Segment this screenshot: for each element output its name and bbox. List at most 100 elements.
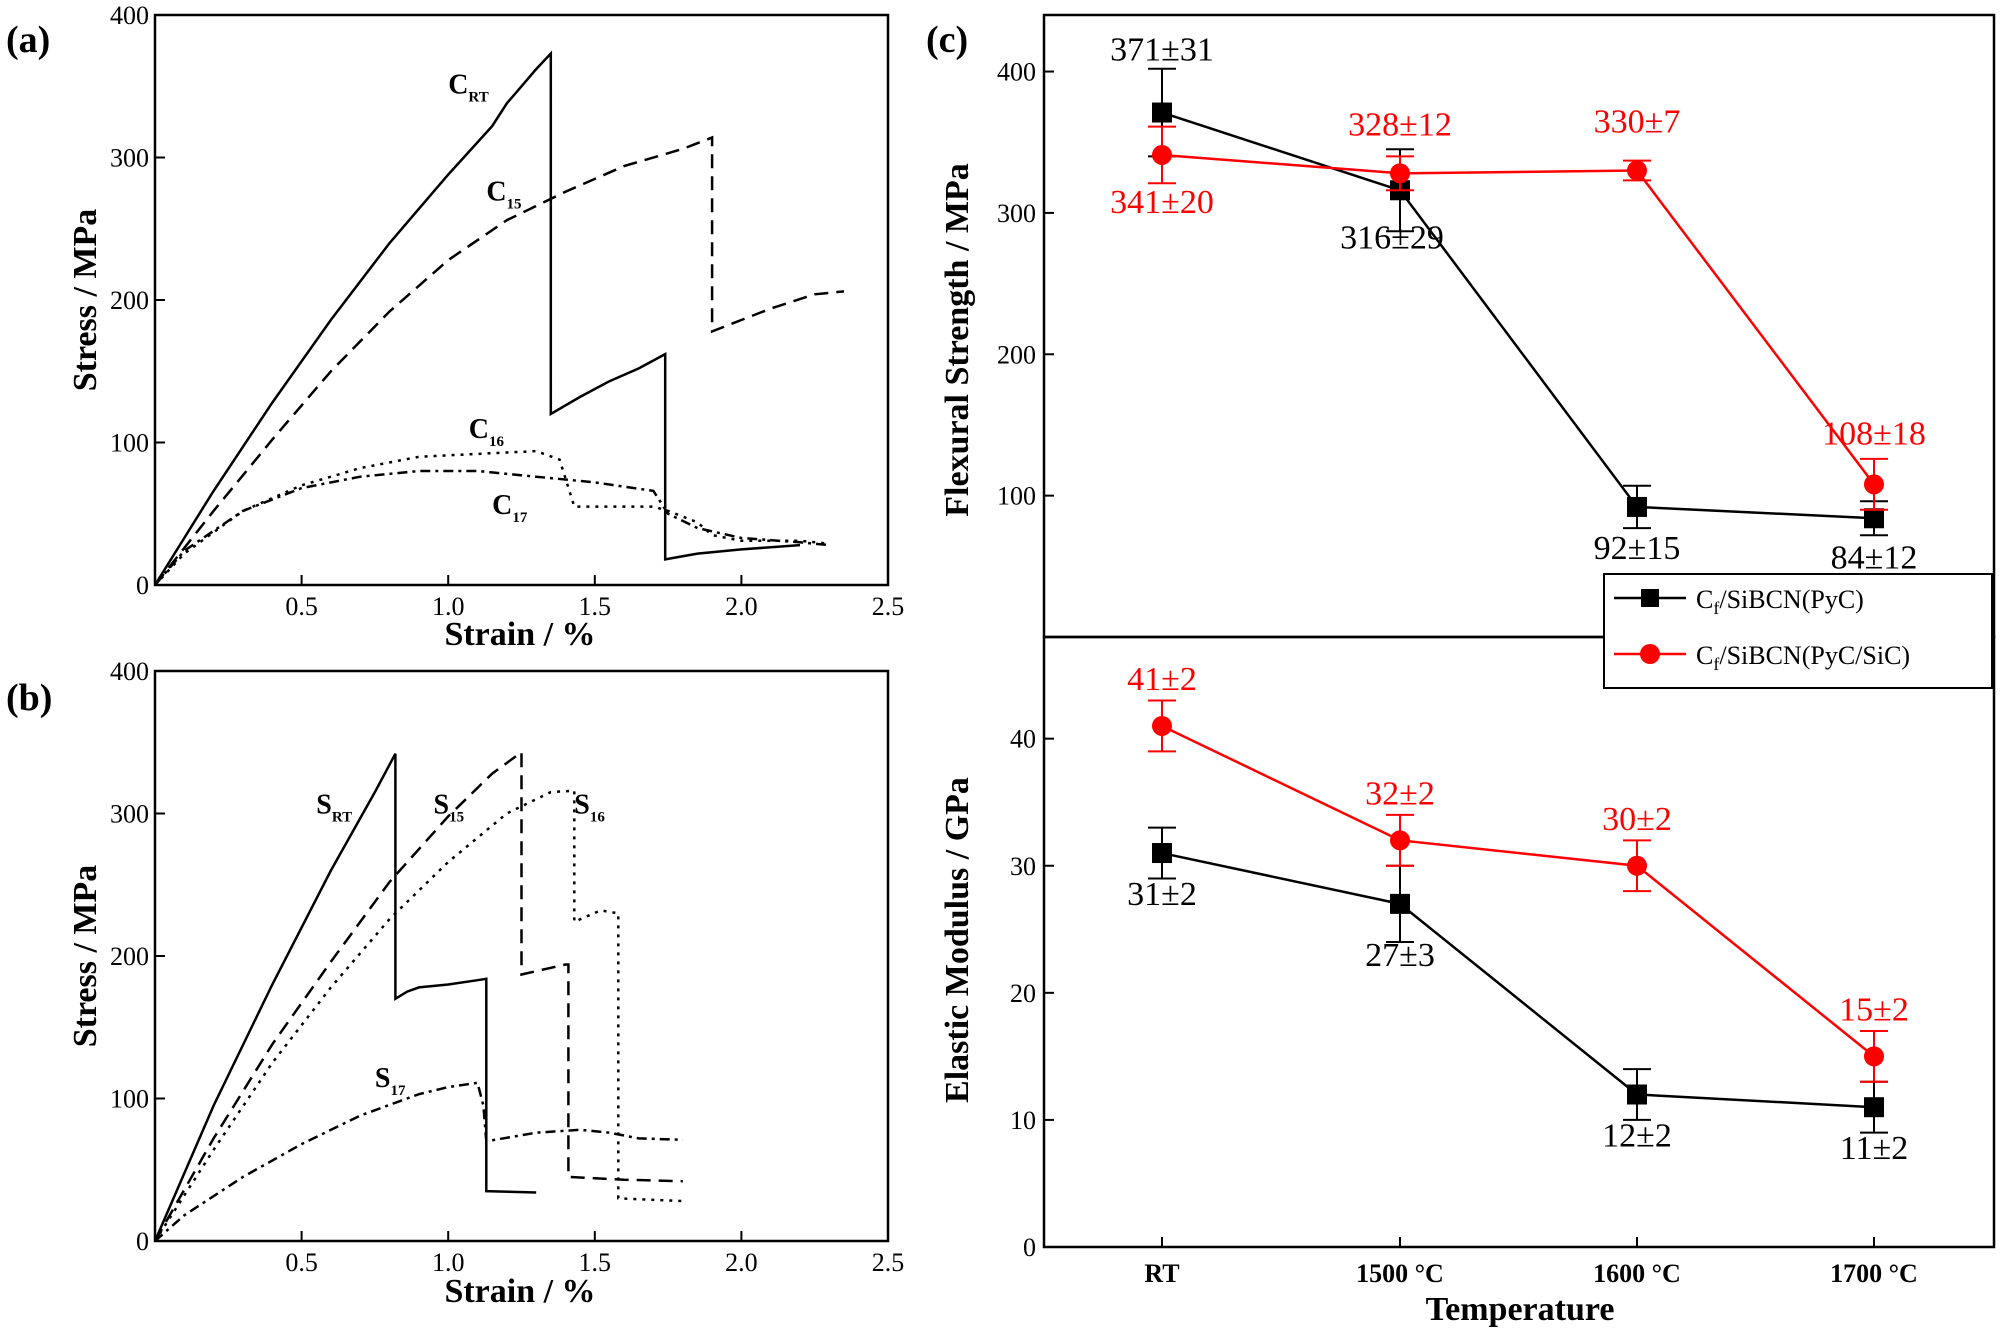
panel-c-top-ytick-label: 400 [997,58,1036,87]
panel-c-bottom-point-circle [1390,830,1410,851]
panel-c-top-data-label: 341±20 [1110,184,1214,221]
legend-red-label: Cf/SiBCN(PyC/SiC) [1696,641,1910,674]
panel-a-xtick-label: 0.5 [285,592,318,621]
panel-c-bottom-series-1-line [1161,724,1875,1058]
panel-b-curve-SRT [153,753,537,1242]
panel-c-top-data-label: 328±12 [1348,106,1452,143]
panel-b-ylabel: Stress / MPa [67,865,104,1048]
panel-c-top-data-label: 92±15 [1594,530,1681,567]
panel-a-curve-label-C15: C15 [486,176,521,212]
legend-red-marker [1640,644,1660,664]
panel-b-chart: 0.5 1.0 1.5 2.0 2.5 0 100 200 300 400 SRT S15 S16 S1… [67,657,904,1310]
panel-b-curve-S16 [153,789,683,1242]
panel-c-top-point-circle [1390,163,1410,184]
panel-a-label: (a) [6,19,50,61]
panel-a-ytick-label: 200 [110,286,149,315]
panel-c-bottom-ytick-label: 20 [1010,979,1036,1008]
panel-a-xtick-label: 2.0 [725,592,758,621]
panel-c-bottom-ytick-label: 30 [1010,852,1036,881]
panel-b-ytick-label: 400 [110,657,149,686]
panel-c-top-data-label: 371±31 [1110,32,1214,69]
legend-box [1603,573,1993,689]
panel-a-frame [153,13,890,587]
panel-a-curve-C17 [154,469,830,586]
panel-c-top-point-circle [1152,144,1172,165]
panel-b-ytick-label: 0 [136,1227,149,1256]
panel-a-xlabel: Strain / % [444,616,595,653]
panel-c-top-ylabel: Flexural Strength / MPa [939,163,976,517]
panel-a-xtick-label: 2.5 [872,592,905,621]
panel-c-top-data-label: 316±29 [1340,219,1444,256]
panel-c-bottom-point-circle [1627,855,1647,876]
panel-c-bottom-point-circle [1864,1046,1884,1067]
panel-c-top-ytick-label: 300 [997,199,1036,228]
panel-c-chart: 100 200 300 400 0 10 20 30 40 RT 1500 °C 1600 °C 170… [939,13,1996,1328]
panel-b-xtick-label: 2.5 [872,1248,905,1277]
panel-b-curve-S15 [153,749,683,1242]
panel-c-bottom-frame [1042,635,1996,1249]
panel-a-ytick-label: 0 [136,571,149,600]
panel-c-bottom-data-label: 30±2 [1602,801,1672,838]
panel-c-label: (c) [926,19,968,61]
panel-a-xtick-label: 1.5 [579,592,612,621]
panel-a-curve-label-C17: C17 [492,490,528,526]
panel-c-bottom-ytick-label: 0 [1023,1233,1036,1262]
panel-b-curve-label-S15: S15 [434,790,465,826]
panel-c-xlabel: Temperature [1426,1291,1615,1328]
panel-c-bottom-data-label: 32±2 [1365,775,1435,812]
panel-b-xtick-label: 2.0 [725,1248,758,1277]
panel-c-top-point-square [1864,508,1884,529]
panel-b-ytick-label: 100 [110,1085,149,1114]
panel-c-bottom-point-square [1390,893,1410,914]
panel-c-bottom-series-0-line [1161,851,1875,1109]
panel-c-bottom-data-label: 12±2 [1602,1118,1672,1155]
panel-a-curve-label-CRT: CRT [448,69,489,105]
panel-a-ytick-label: 400 [110,1,149,30]
panel-b-ytick-label: 300 [110,800,149,829]
panel-c-bottom-ytick-label: 10 [1010,1106,1036,1135]
panel-c-top-ytick-label: 100 [997,482,1036,511]
panel-c-top-series-1-line [1161,153,1875,486]
panel-c-bottom-ytick-label: 40 [1010,725,1036,754]
panel-c-top-data-label: 84±12 [1831,539,1918,576]
panel-c-top-ytick-label: 200 [997,340,1036,369]
panel-b-curve-label-S17: S17 [375,1063,406,1099]
panel-a-curve-C15 [154,135,845,586]
panel-b-xtick-label: 1.0 [432,1248,465,1277]
panel-a-ytick-label: 300 [110,144,149,173]
panel-c-bottom-point-square [1627,1084,1647,1105]
legend: Cf/SiBCN(PyC) Cf/SiBCN(PyC/SiC) [1603,573,1993,689]
panel-b-curve-label-S16: S16 [574,790,605,826]
panel-c-bottom-point-circle [1152,715,1172,736]
panel-c-xtick-label: 1600 °C [1593,1259,1681,1288]
panel-a-ytick-label: 100 [110,429,149,458]
legend-black-label: Cf/SiBCN(PyC) [1696,585,1864,618]
panel-c-top-point-circle [1627,160,1647,181]
panel-c-top-point-circle [1864,474,1884,495]
panel-b-xtick-label: 0.5 [285,1248,318,1277]
panel-b-label: (b) [6,677,52,719]
panel-c-bottom-point-square [1864,1097,1884,1118]
panel-a-curve-C16 [154,449,830,586]
panel-a-curve-CRT [153,50,801,586]
panel-a-chart: 0.5 1.0 1.5 2.0 2.5 0 100 200 300 400 CRT C15 C16 C1… [67,1,904,653]
panel-c-bottom-ylabel: Elastic Modulus / GPa [939,777,976,1103]
panel-b-xlabel: Strain / % [444,1273,595,1310]
panel-c-bottom-point-square [1152,843,1172,864]
legend-black-marker [1641,589,1659,607]
panel-c-bottom-data-label: 31±2 [1127,876,1197,913]
panel-c-top-point-square [1152,102,1172,123]
panel-c-top-point-square [1627,496,1647,517]
panel-b-curve-S17 [154,1081,683,1242]
panel-a-xtick-label: 1.0 [432,592,465,621]
panel-c-top-data-label: 330±7 [1594,104,1681,141]
panel-b-xtick-label: 1.5 [579,1248,612,1277]
panel-c-top-series-0-line [1161,111,1875,520]
panel-c-bottom-data-label: 15±2 [1839,991,1909,1028]
panel-c-xtick-label: 1500 °C [1356,1259,1444,1288]
panel-b-curve-label-SRT: SRT [316,790,352,826]
panel-c-bottom-data-label: 27±3 [1365,937,1435,974]
panel-c-xtick-label: 1700 °C [1830,1259,1918,1288]
panel-b-ytick-label: 200 [110,942,149,971]
